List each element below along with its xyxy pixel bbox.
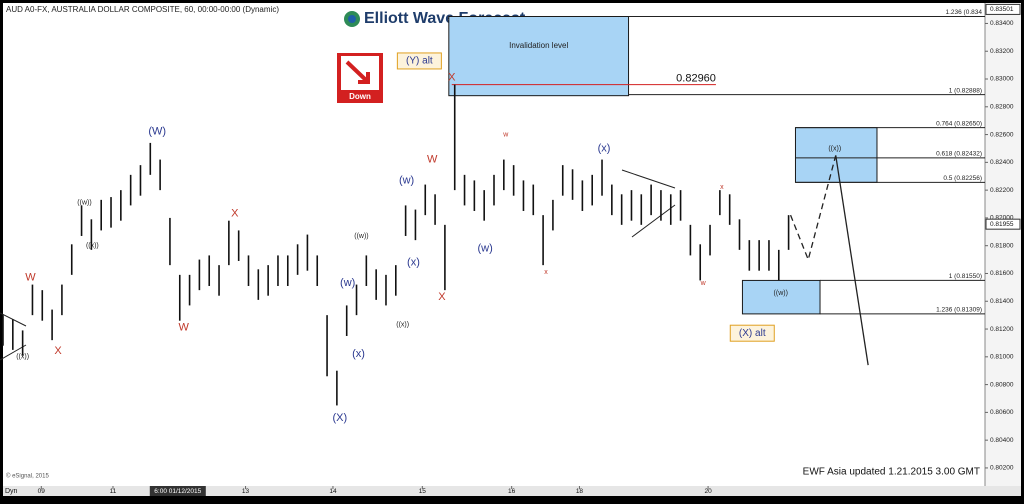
- time-axis: [3, 486, 1021, 496]
- y-tick-label: 0.82600: [990, 131, 1014, 138]
- wave-label: X: [231, 208, 239, 220]
- x-tick-label: 18: [576, 488, 584, 495]
- wave-label: ((w)): [77, 199, 91, 206]
- down-badge: Down: [337, 53, 383, 103]
- wave-label: ((x)): [828, 145, 841, 152]
- wave-label: (x): [598, 142, 611, 154]
- price-label-box: [985, 218, 1021, 230]
- y-tick-label: 0.81600: [990, 270, 1014, 277]
- wave-label: W: [25, 272, 36, 284]
- fib-label: 1 (0.81550): [949, 273, 982, 280]
- y-tick-label: 0.82000: [990, 215, 1014, 222]
- wave-label: ((x)): [16, 354, 29, 361]
- wave-label: ((w)): [774, 290, 788, 297]
- wave-label: (x): [352, 348, 365, 360]
- wave-label: x: [544, 269, 548, 276]
- wave-label: X: [448, 72, 456, 84]
- alt-label: (Y) alt: [406, 56, 433, 67]
- y-tick-label: 0.81000: [990, 354, 1014, 361]
- x-tick-label: 14: [329, 488, 337, 495]
- badge-text: Down: [349, 92, 371, 101]
- fib-label: 1.236 (0.81309): [936, 307, 982, 314]
- x-tick-label: 6:00 01/12/2015: [154, 488, 201, 495]
- zone: [794, 127, 878, 183]
- header: AUD A0-FX, AUSTRALIA DOLLAR COMPOSITE, 6…: [6, 5, 279, 14]
- wave-label: W: [427, 153, 438, 165]
- fib-label: 0.764 (0.82650): [936, 120, 982, 127]
- projection: [789, 155, 837, 262]
- y-tick-label: 0.83400: [990, 20, 1014, 27]
- trendline: [621, 169, 676, 189]
- copyright: © eSignal, 2015: [6, 473, 49, 480]
- alt-label: (X) alt: [739, 328, 766, 339]
- zone-label: Invalidation level: [509, 41, 568, 50]
- invalidation-label: 0.82960: [676, 72, 716, 84]
- alt-label-box: [396, 52, 442, 70]
- y-tick-label: 0.83000: [990, 76, 1014, 83]
- fib-label: 0.5 (0.82256): [943, 175, 982, 182]
- wave-label: x: [720, 184, 724, 191]
- badge-arrow: [345, 60, 370, 84]
- y-tick-label: 0.81400: [990, 298, 1014, 305]
- price-label: 0.83501: [990, 6, 1014, 13]
- wave-label: (W): [148, 126, 166, 138]
- x-tick-label: 11: [110, 488, 117, 495]
- zone: [741, 279, 821, 315]
- wave-label: X: [438, 291, 446, 303]
- wave-label: (w): [478, 242, 493, 254]
- wave-label: w: [502, 131, 509, 138]
- alt-label-box: [729, 324, 775, 342]
- trendline: [0, 344, 27, 361]
- wave-label: (X): [332, 412, 347, 424]
- x-tick-label: 20: [704, 488, 712, 495]
- x-tick-label: 16: [508, 488, 516, 495]
- y-tick-label: 0.82200: [990, 187, 1014, 194]
- wave-label: (x): [407, 256, 420, 268]
- price-label-box: [985, 3, 1021, 15]
- trendline: [631, 204, 676, 238]
- footer: EWF Asia updated 1.21.2015 3.00 GMT: [803, 467, 980, 478]
- wave-label: ((x)): [396, 322, 409, 329]
- x-tick-label: 15: [419, 488, 427, 495]
- y-tick-label: 0.80200: [990, 465, 1014, 472]
- wave-label: (w): [340, 277, 355, 289]
- y-tick-label: 0.82800: [990, 104, 1014, 111]
- x-tick-label: 09: [38, 488, 46, 495]
- y-tick-label: 0.83200: [990, 48, 1014, 55]
- wave-label: X: [54, 345, 62, 357]
- x-tick-label: 13: [242, 488, 250, 495]
- y-tick-label: 0.82400: [990, 159, 1014, 166]
- y-tick-label: 0.80800: [990, 381, 1014, 388]
- zone: [448, 16, 630, 97]
- wave-label: ((w)): [354, 233, 368, 240]
- y-tick-label: 0.81200: [990, 326, 1014, 333]
- fib-label: 1.236 (0.834: [945, 9, 982, 16]
- wave-label: w: [700, 280, 707, 287]
- wave-label: (w): [399, 174, 414, 186]
- y-tick-label: 0.81800: [990, 242, 1014, 249]
- price-label: 0.81955: [990, 221, 1014, 228]
- x-axis-prefix: Dyn: [5, 488, 18, 495]
- wave-label: W: [178, 322, 189, 334]
- fib-label: 0.618 (0.82432): [936, 151, 982, 158]
- price-axis: [985, 3, 1021, 487]
- fib-label: 1 (0.82888): [949, 87, 982, 94]
- y-tick-label: 0.80600: [990, 409, 1014, 416]
- x-tick-highlight: [149, 486, 206, 496]
- y-tick-label: 0.80400: [990, 437, 1014, 444]
- projection: [835, 155, 869, 366]
- wave-label: ((x)): [86, 243, 99, 250]
- logo-icon: [348, 15, 356, 23]
